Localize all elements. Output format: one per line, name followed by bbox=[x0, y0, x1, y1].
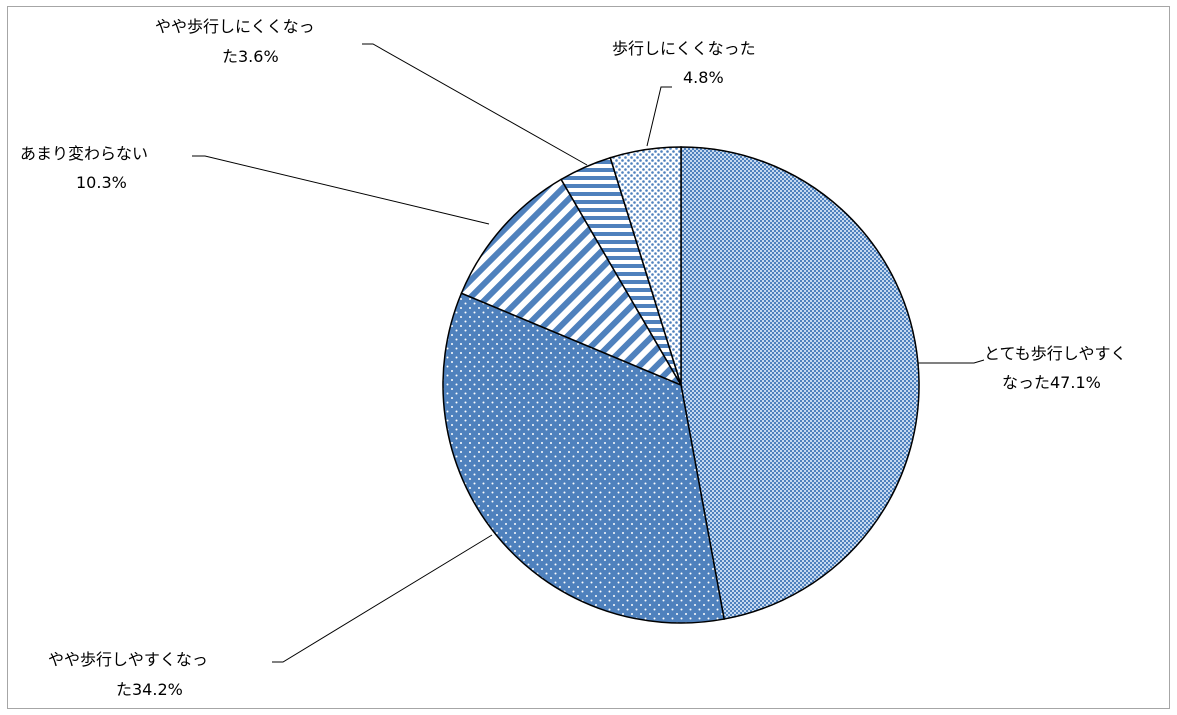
pie-slice-2 bbox=[460, 178, 683, 387]
leader-line-1 bbox=[272, 534, 493, 663]
slice-label-2-line1: あまり変わらない bbox=[20, 144, 148, 163]
slice-label-0-line1: とても歩行しやすく bbox=[984, 344, 1127, 363]
slice-label-1-line2: た34.2% bbox=[116, 680, 183, 699]
slice-label-3-line2: た3.6% bbox=[222, 47, 279, 66]
slice-label-1-line1: やや歩行しやすくなっ bbox=[48, 650, 208, 669]
pie-slice-4 bbox=[609, 146, 682, 386]
slice-label-2-line2: 10.3% bbox=[76, 173, 127, 192]
leader-line-3 bbox=[362, 43, 588, 166]
leader-line-4 bbox=[646, 86, 672, 147]
slice-label-4-line1: 歩行しにくくなった bbox=[612, 39, 756, 58]
slice-label-3-line1: やや歩行しにくくなっ bbox=[155, 17, 315, 36]
slice-label-0-line2: なった47.1% bbox=[1002, 373, 1101, 392]
slice-label-4-line2: 4.8% bbox=[683, 68, 724, 87]
pie-slice-0 bbox=[680, 146, 920, 620]
leader-line-2 bbox=[192, 155, 490, 225]
pie-slice-1 bbox=[442, 292, 726, 624]
leader-line-0 bbox=[918, 359, 985, 364]
